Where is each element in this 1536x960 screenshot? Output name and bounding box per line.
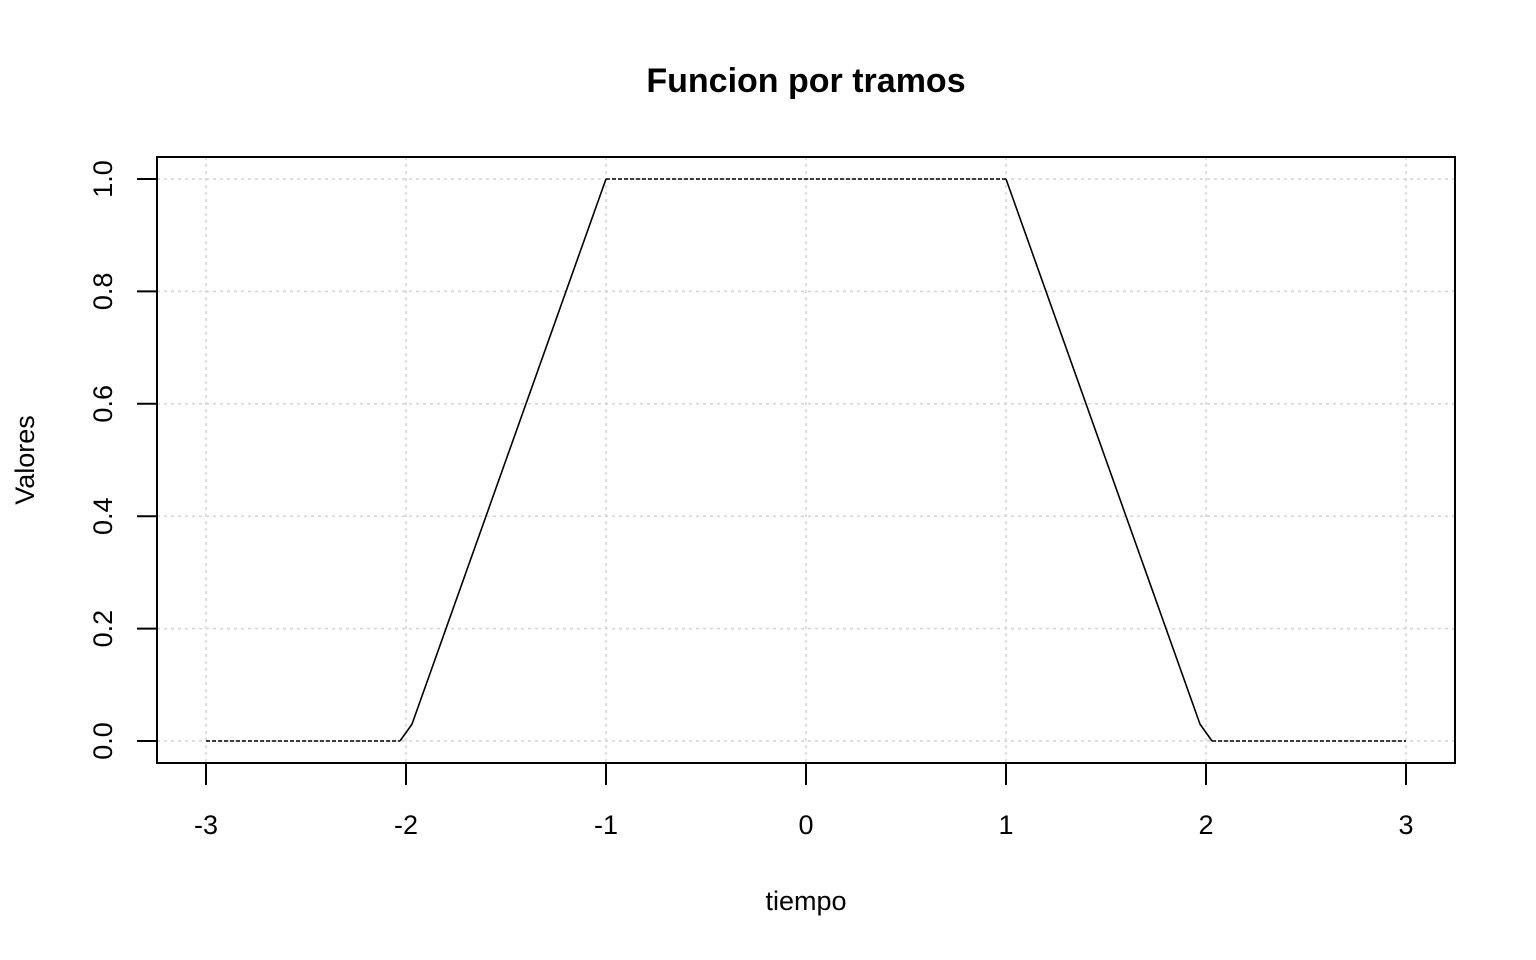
x-tick-label-6: 3 bbox=[1398, 810, 1413, 840]
y-tick-label-3: 0.6 bbox=[88, 385, 118, 423]
series-layer bbox=[206, 178, 1406, 742]
grid-layer bbox=[157, 157, 1455, 763]
x-tick-label-0: -3 bbox=[194, 810, 218, 840]
x-axis-label: tiempo bbox=[765, 886, 846, 916]
y-tick-label-4: 0.8 bbox=[88, 273, 118, 311]
series-line-segment-1 bbox=[399, 178, 607, 742]
y-tick-label-0: 0.0 bbox=[88, 722, 118, 760]
x-tick-label-4: 1 bbox=[998, 810, 1013, 840]
y-tick-label-1: 0.2 bbox=[88, 610, 118, 648]
y-tick-label-2: 0.4 bbox=[88, 497, 118, 535]
y-axis-label: Valores bbox=[10, 415, 40, 505]
x-tick-label-2: -1 bbox=[594, 810, 618, 840]
y-axis: 0.0 0.2 0.4 0.6 0.8 1.0 bbox=[88, 160, 157, 760]
chart-title: Funcion por tramos bbox=[646, 62, 965, 100]
x-tick-label-1: -2 bbox=[394, 810, 418, 840]
x-tick-label-5: 2 bbox=[1198, 810, 1213, 840]
series-line-segment-3 bbox=[1005, 178, 1213, 742]
x-tick-label-3: 0 bbox=[798, 810, 813, 840]
y-tick-label-5: 1.0 bbox=[88, 160, 118, 198]
x-axis: -3 -2 -1 0 1 2 3 bbox=[194, 762, 1414, 840]
